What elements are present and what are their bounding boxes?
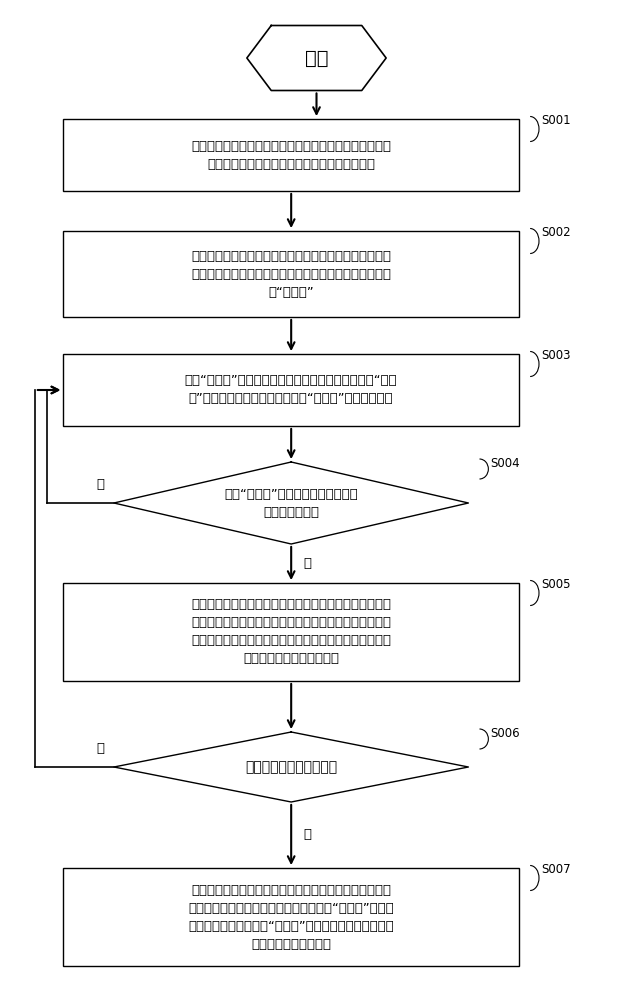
Text: 否: 否 xyxy=(96,742,104,756)
Text: S004: S004 xyxy=(491,457,520,470)
Polygon shape xyxy=(114,732,468,802)
Text: 设定最大波长变化的光栋为事件点，反馈该光栋的位置及
强度等级，并发出即时告警；如发生多个“光栋组”的波长
漂移超过设定値，对各“光栋组”依次采用上一步骤进行查
: 设定最大波长变化的光栋为事件点，反馈该光栋的位置及 强度等级，并发出即时告警；如… xyxy=(188,884,394,950)
Bar xyxy=(63,583,519,681)
Text: S001: S001 xyxy=(541,114,571,127)
Text: S006: S006 xyxy=(491,727,520,740)
Text: S003: S003 xyxy=(541,349,571,362)
Text: 采用时延强度二维算法识别阵列中的各个光栋及其位置，
存储每个光栋的时延、峰値波长的初始値，并划分成若干
个“光栋组”: 采用时延强度二维算法识别阵列中的各个光栋及其位置， 存储每个光栋的时延、峰値波长… xyxy=(191,249,391,298)
Text: 根据光栋间隔设定脉冲宽度，以控制单元允许的最小时延
作为增量，沿光纤长度方向进行初始化扫描查询: 根据光栋间隔设定脉冲宽度，以控制单元允许的最小时延 作为增量，沿光纤长度方向进行… xyxy=(191,139,391,170)
Text: 否: 否 xyxy=(96,479,104,491)
Polygon shape xyxy=(247,26,386,91)
Bar xyxy=(63,231,519,317)
Text: S005: S005 xyxy=(541,578,571,591)
Polygon shape xyxy=(114,462,468,544)
Text: 设定“光栋组”的查询模式识别和算法处理参数，启动“光栋
组”扫描查询方式，在全光纤上对“光栋组”进行巡回扫描: 设定“光栋组”的查询模式识别和算法处理参数，启动“光栋 组”扫描查询方式，在全光… xyxy=(185,374,398,406)
Text: 是: 是 xyxy=(304,828,312,842)
Text: 根据“光栋组”内光栋波长偏移量是否
超出超出设定値: 根据“光栋组”内光栋波长偏移量是否 超出超出设定値 xyxy=(224,488,358,518)
Bar xyxy=(63,354,519,426)
Text: S007: S007 xyxy=(541,863,571,876)
Bar xyxy=(63,868,519,966)
Text: 开始: 开始 xyxy=(304,48,329,68)
Text: 进入单体光栋扫描查询方式，初始化查询脉冲、延时値保
持时间、模式识别算法等参数，逐一查询组内光栋，提取
最大波长漂移量和振动特征参量；对该组内各光栋的信号
进行: 进入单体光栋扫描查询方式，初始化查询脉冲、延时値保 持时间、模式识别算法等参数，… xyxy=(191,598,391,666)
Bar xyxy=(63,119,519,191)
Text: S002: S002 xyxy=(541,226,571,239)
Text: 是: 是 xyxy=(304,557,312,570)
Text: 判定是否有入侵事件发生: 判定是否有入侵事件发生 xyxy=(245,760,337,774)
